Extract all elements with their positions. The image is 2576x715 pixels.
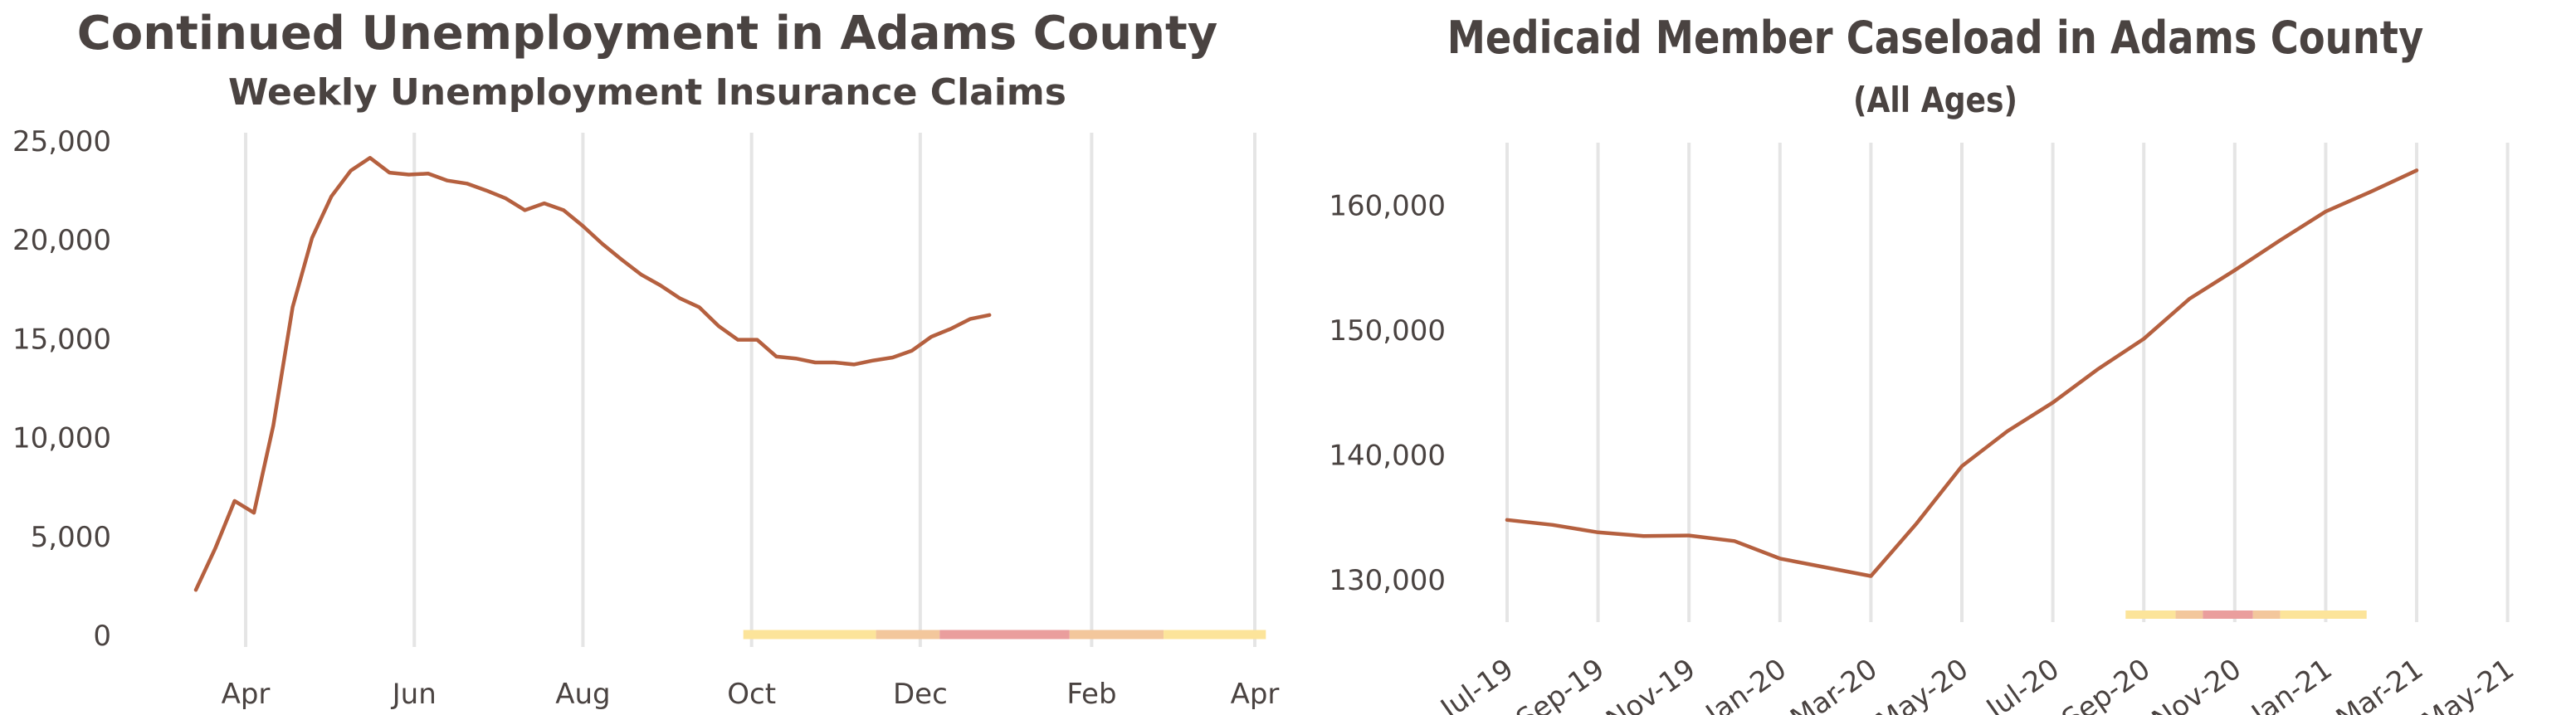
x-tick-label: Jun xyxy=(391,678,437,711)
medicaid-chart-panel: Medicaid Member Caseload in Adams County… xyxy=(1295,0,2576,715)
y-tick-label: 10,000 xyxy=(12,422,111,455)
x-tick-label: Jul-20 xyxy=(1979,653,2066,715)
chart-subtitle: Weekly Unemployment Insurance Claims xyxy=(228,71,1066,114)
x-tick-label: Nov-20 xyxy=(2146,653,2247,715)
chart-subtitle: (All Ages) xyxy=(1852,80,2018,120)
x-tick-label: Apr xyxy=(222,678,271,711)
y-tick-label: 20,000 xyxy=(12,224,111,257)
x-tick-label: Mar-20 xyxy=(1784,653,1883,715)
x-tick-label: Jan-21 xyxy=(2245,653,2339,715)
chart-title: Continued Unemployment in Adams County xyxy=(76,7,1218,61)
x-tick-label: Feb xyxy=(1066,678,1116,711)
series-line xyxy=(1505,168,2419,578)
y-tick-label: 150,000 xyxy=(1329,314,1446,348)
unemployment-line-chart: Apr Jun Aug Oct Dec Feb Apr 0 5,000 10,000 15,000 2… xyxy=(12,125,1280,711)
x-tick-label: Oct xyxy=(727,678,776,711)
y-tick-label: 5,000 xyxy=(31,521,111,554)
x-tick-label: Jul-19 xyxy=(1433,653,1520,715)
y-tick-label: 25,000 xyxy=(12,125,111,158)
x-tick-label: May-21 xyxy=(2416,653,2520,715)
y-tick-label: 0 xyxy=(93,620,111,653)
y-tick-label: 140,000 xyxy=(1329,440,1446,473)
x-tick-label: May-20 xyxy=(1871,653,1975,715)
unemployment-chart-panel: Continued Unemployment in Adams County W… xyxy=(12,7,1280,711)
x-tick-label: Apr xyxy=(1231,678,1280,711)
x-tick-label: Sep-19 xyxy=(1510,653,1611,715)
x-tick-label: Nov-19 xyxy=(1600,653,1701,715)
y-tick-label: 15,000 xyxy=(12,323,111,356)
x-tick-label: Dec xyxy=(893,678,948,711)
x-tick-label: Aug xyxy=(555,678,610,711)
chart-title: Medicaid Member Caseload in Adams County xyxy=(1447,12,2424,64)
y-tick-label: 160,000 xyxy=(1329,190,1446,223)
series-line xyxy=(193,156,992,592)
x-tick-label: Jan-20 xyxy=(1699,653,1793,715)
x-tick-label: Mar-21 xyxy=(2330,653,2429,715)
y-tick-label: 130,000 xyxy=(1329,564,1446,597)
x-tick-label: Sep-20 xyxy=(2056,653,2156,715)
